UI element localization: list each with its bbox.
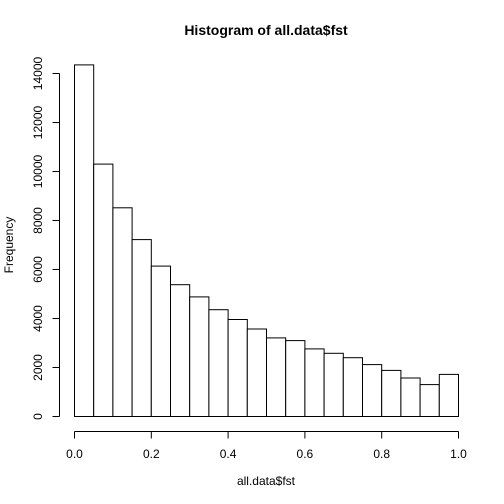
y-tick-label: 8000 bbox=[31, 207, 45, 234]
histogram-bar bbox=[112, 207, 133, 417]
histogram-bar bbox=[150, 265, 172, 417]
x-tick-label: 0.4 bbox=[220, 447, 237, 461]
histogram-bar bbox=[266, 337, 287, 417]
histogram-bar bbox=[304, 348, 325, 417]
y-tick-label: 4000 bbox=[31, 305, 45, 332]
histogram-bar bbox=[362, 364, 383, 418]
histogram-bar bbox=[170, 284, 191, 418]
x-tick-label: 0.0 bbox=[66, 447, 83, 461]
histogram-bar bbox=[93, 163, 114, 417]
histogram-bar bbox=[208, 309, 229, 418]
histogram-bar bbox=[419, 384, 440, 418]
histogram-bar bbox=[323, 352, 344, 417]
x-axis: 0.0 0.2 0.4 0.6 0.8 1.0 bbox=[66, 431, 467, 461]
x-tick-label: 0.2 bbox=[143, 447, 160, 461]
x-tick-label: 0.8 bbox=[373, 447, 390, 461]
histogram-bar bbox=[400, 377, 421, 417]
x-axis-label: all.data$fst bbox=[237, 474, 296, 488]
x-tick-label: 0.6 bbox=[297, 447, 314, 461]
histogram-bar bbox=[131, 239, 152, 417]
y-tick-label: 6000 bbox=[31, 256, 45, 283]
histogram-bar bbox=[227, 319, 248, 417]
y-tick-label: 12000 bbox=[31, 105, 45, 139]
chart-title: Histogram of all.data$fst bbox=[184, 22, 348, 38]
histogram-bar bbox=[189, 296, 210, 417]
y-tick-label: 10000 bbox=[31, 154, 45, 188]
histogram-bars bbox=[74, 64, 459, 418]
histogram-bar bbox=[285, 340, 306, 418]
y-axis: 0 2000 4000 6000 8000 10000 12000 14000 bbox=[31, 56, 60, 420]
histogram-bar bbox=[438, 373, 459, 417]
y-tick-label: 14000 bbox=[31, 56, 45, 90]
y-tick-label: 0 bbox=[31, 413, 45, 420]
histogram-bar bbox=[381, 369, 402, 417]
y-axis-label: Frequency bbox=[2, 217, 16, 274]
y-tick-label: 2000 bbox=[31, 354, 45, 381]
x-tick-label: 1.0 bbox=[450, 447, 467, 461]
histogram-bar bbox=[74, 64, 95, 418]
histogram-bar bbox=[342, 357, 363, 418]
histogram-bar bbox=[246, 328, 268, 417]
